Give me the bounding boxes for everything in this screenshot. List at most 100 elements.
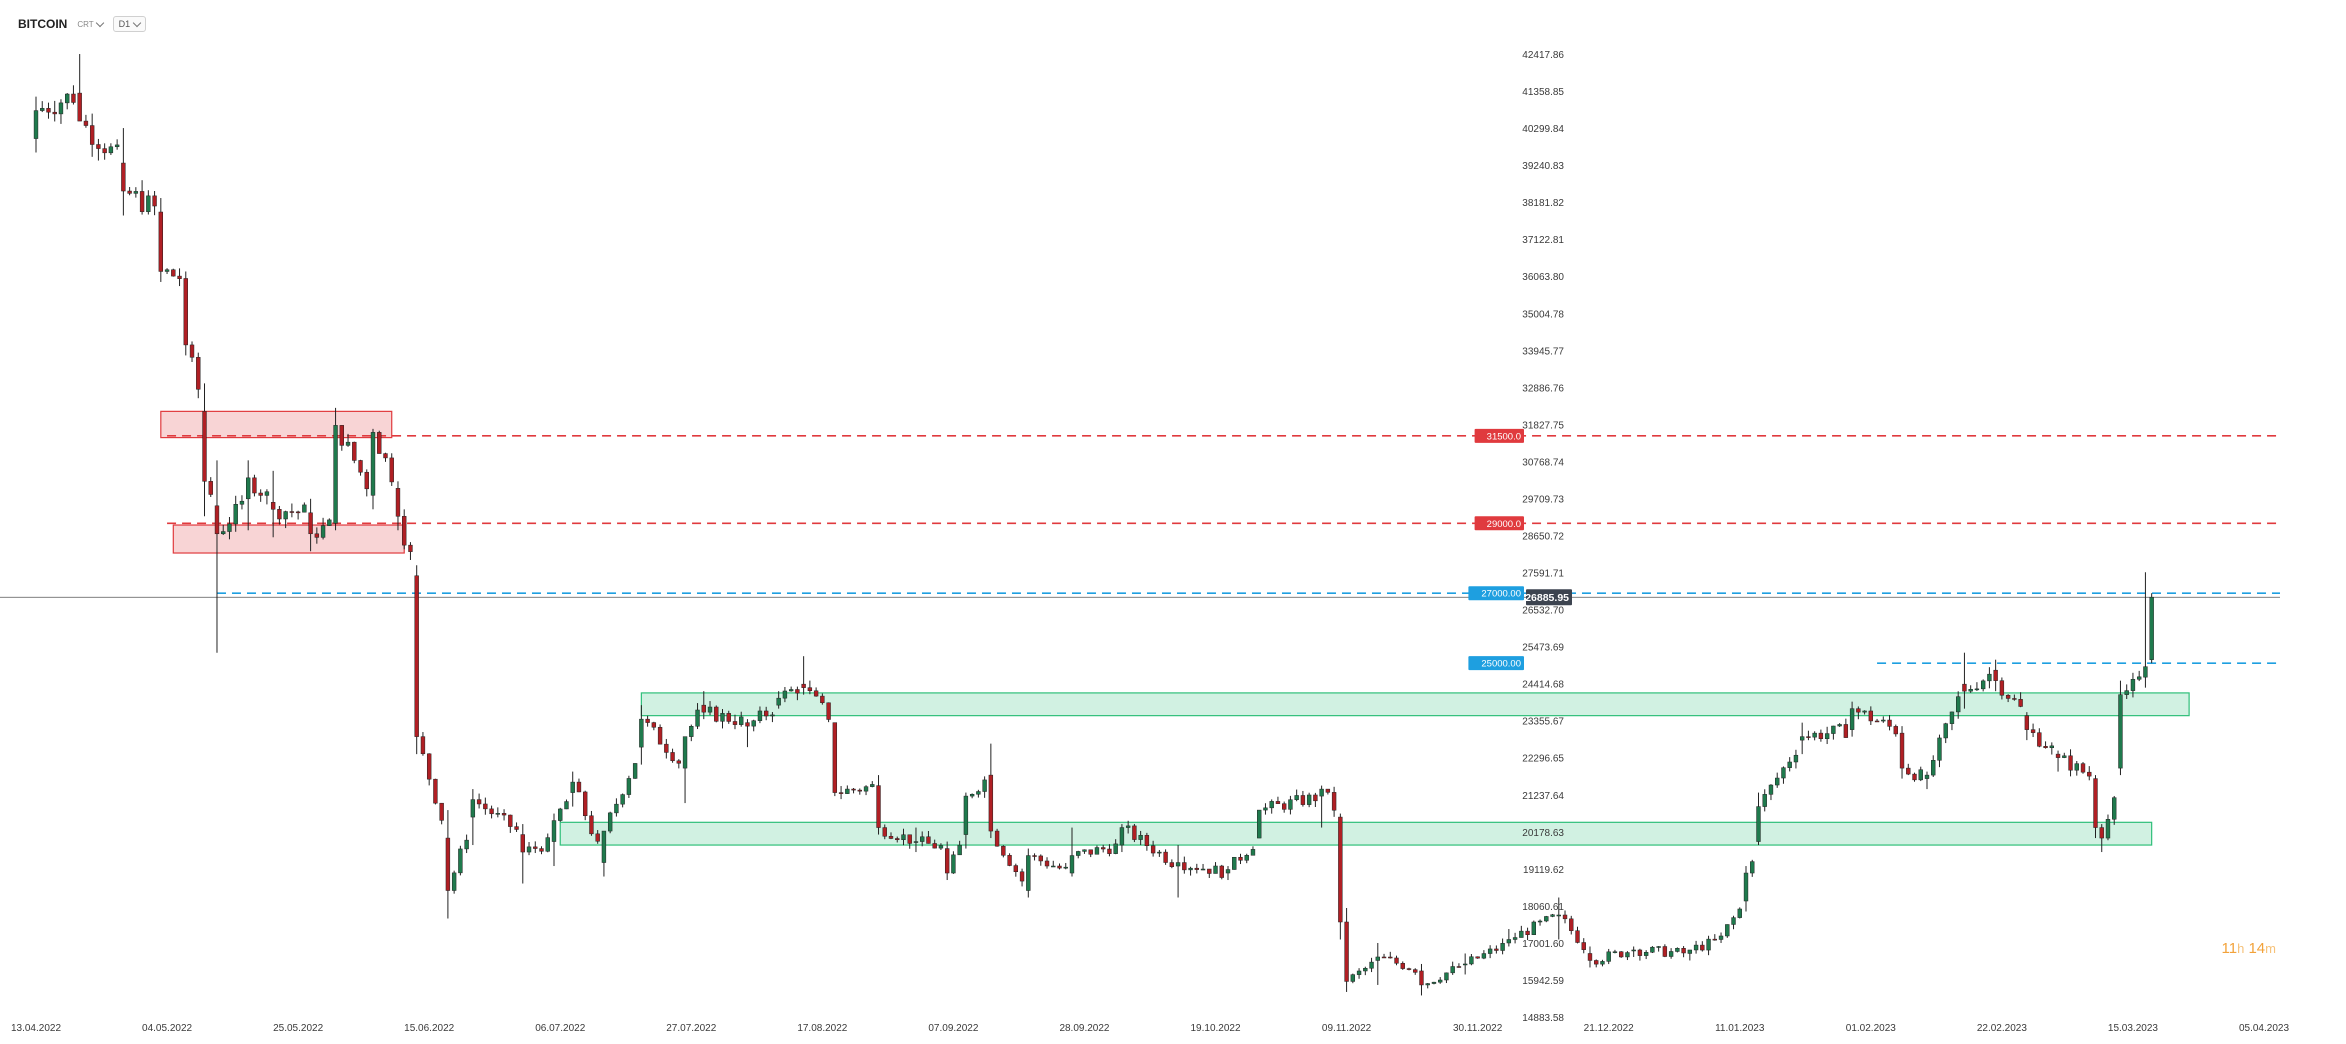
candle-bullish <box>913 841 919 843</box>
candle-bearish <box>270 502 276 510</box>
candle-bearish <box>420 736 426 755</box>
candle-bearish <box>1581 942 1586 950</box>
countdown-minutes-unit: m <box>2265 941 2276 956</box>
candle-bullish <box>40 108 45 111</box>
candle-bullish <box>1837 724 1842 727</box>
candle-bullish <box>639 718 644 748</box>
candle-bullish <box>2130 679 2136 691</box>
candle-bullish <box>707 706 713 713</box>
candle-bullish <box>1512 937 1518 940</box>
level-tag <box>1474 428 1524 443</box>
candle-bullish <box>620 794 625 805</box>
candle-bearish <box>1207 868 1212 874</box>
symbol-label[interactable]: BITCOIN <box>18 17 68 31</box>
y-tick-label: 42417.86 <box>1522 50 1564 61</box>
candle-bullish <box>1718 935 1724 940</box>
candle-bearish <box>595 833 600 842</box>
candle-bearish <box>364 471 369 490</box>
y-tick-label: 20178.63 <box>1522 828 1564 839</box>
candle-bullish <box>1775 777 1780 786</box>
candle-bearish <box>1662 946 1668 957</box>
candle-bearish <box>83 120 89 126</box>
resistance-zone <box>160 410 393 439</box>
candle-bearish <box>838 792 844 794</box>
candle-bullish <box>1862 710 1867 713</box>
candle-bullish <box>1968 689 1973 692</box>
candle-bearish <box>1169 862 1175 867</box>
candle-bullish <box>757 710 763 721</box>
candle-bullish <box>1762 794 1767 807</box>
candle-bullish <box>1750 861 1755 874</box>
candle-bullish <box>1319 788 1324 797</box>
timeframe-dropdown[interactable]: D1 <box>112 16 147 32</box>
candle-bearish <box>1818 732 1824 740</box>
candle-bearish <box>1893 726 1898 735</box>
candle-bullish <box>1500 943 1505 951</box>
candle-bearish <box>339 425 344 446</box>
candle-bearish <box>96 144 101 149</box>
candle-bullish <box>1537 920 1543 923</box>
candle-bearish <box>1413 969 1418 973</box>
candle-bullish <box>2062 755 2067 758</box>
candle-countdown: 11h 14m <box>2221 940 2276 957</box>
candle-bearish <box>645 718 650 723</box>
candle-bullish <box>1250 849 1256 856</box>
candle-bullish <box>1119 827 1125 846</box>
candle-bullish <box>689 726 694 737</box>
candle-bearish <box>1999 680 2005 696</box>
candle-bullish <box>1943 723 1948 739</box>
candle-bearish <box>277 509 282 520</box>
candle-bearish <box>851 788 856 791</box>
candle-bearish <box>52 111 57 115</box>
y-tick-label: 29709.73 <box>1522 494 1564 505</box>
candle-bearish <box>1219 865 1224 878</box>
candle-bullish <box>976 791 981 795</box>
candle-bullish <box>1974 688 1980 691</box>
candle-bearish <box>539 848 544 852</box>
candle-bearish <box>1001 845 1006 856</box>
candle-bullish <box>1918 769 1923 781</box>
candle-bearish <box>888 836 894 839</box>
candle-bullish <box>2074 763 2079 771</box>
candle-bearish <box>295 511 301 514</box>
candle-bullish <box>164 269 170 272</box>
candle-bearish <box>944 848 950 874</box>
x-tick-label: 21.12.2022 <box>1584 1023 1634 1034</box>
candle-bearish <box>414 575 419 737</box>
candle-bullish <box>33 110 39 139</box>
candle-bullish <box>1606 951 1611 962</box>
candle-bullish <box>1956 696 1961 713</box>
candle-bullish <box>464 839 469 850</box>
level-tag-label: 25000.00 <box>1481 659 1521 670</box>
candle-bullish <box>333 425 338 524</box>
x-tick-label: 25.05.2022 <box>273 1023 323 1034</box>
candle-bullish <box>1743 872 1749 902</box>
timeframe-label: D1 <box>118 19 131 29</box>
candle-bearish <box>2037 732 2042 747</box>
y-tick-label: 33945.77 <box>1522 346 1564 357</box>
candle-bullish <box>1125 825 1131 828</box>
candle-bearish <box>377 432 382 454</box>
candle-bullish <box>1263 807 1268 811</box>
candle-bullish <box>1931 760 1936 776</box>
countdown-hours: 11 <box>2221 940 2238 957</box>
candle-bearish <box>932 843 937 849</box>
candle-bullish <box>1768 784 1774 795</box>
candle-bearish <box>1107 848 1112 854</box>
candle-bearish <box>2012 698 2017 700</box>
candle-bearish <box>1038 855 1043 862</box>
candle-bearish <box>314 533 320 538</box>
y-tick-label: 23355.67 <box>1522 717 1564 728</box>
instrument-type-selector[interactable]: CRT <box>77 18 104 29</box>
candle-bullish <box>2136 676 2142 680</box>
candle-bearish <box>1300 795 1306 805</box>
candle-bullish <box>788 689 794 692</box>
candle-bullish <box>1519 930 1524 938</box>
y-tick-label: 40299.84 <box>1522 124 1564 135</box>
candle-bullish <box>1756 806 1761 842</box>
y-tick-label: 25473.69 <box>1522 643 1564 654</box>
candle-bullish <box>1550 914 1555 917</box>
candle-bearish <box>1088 849 1093 855</box>
